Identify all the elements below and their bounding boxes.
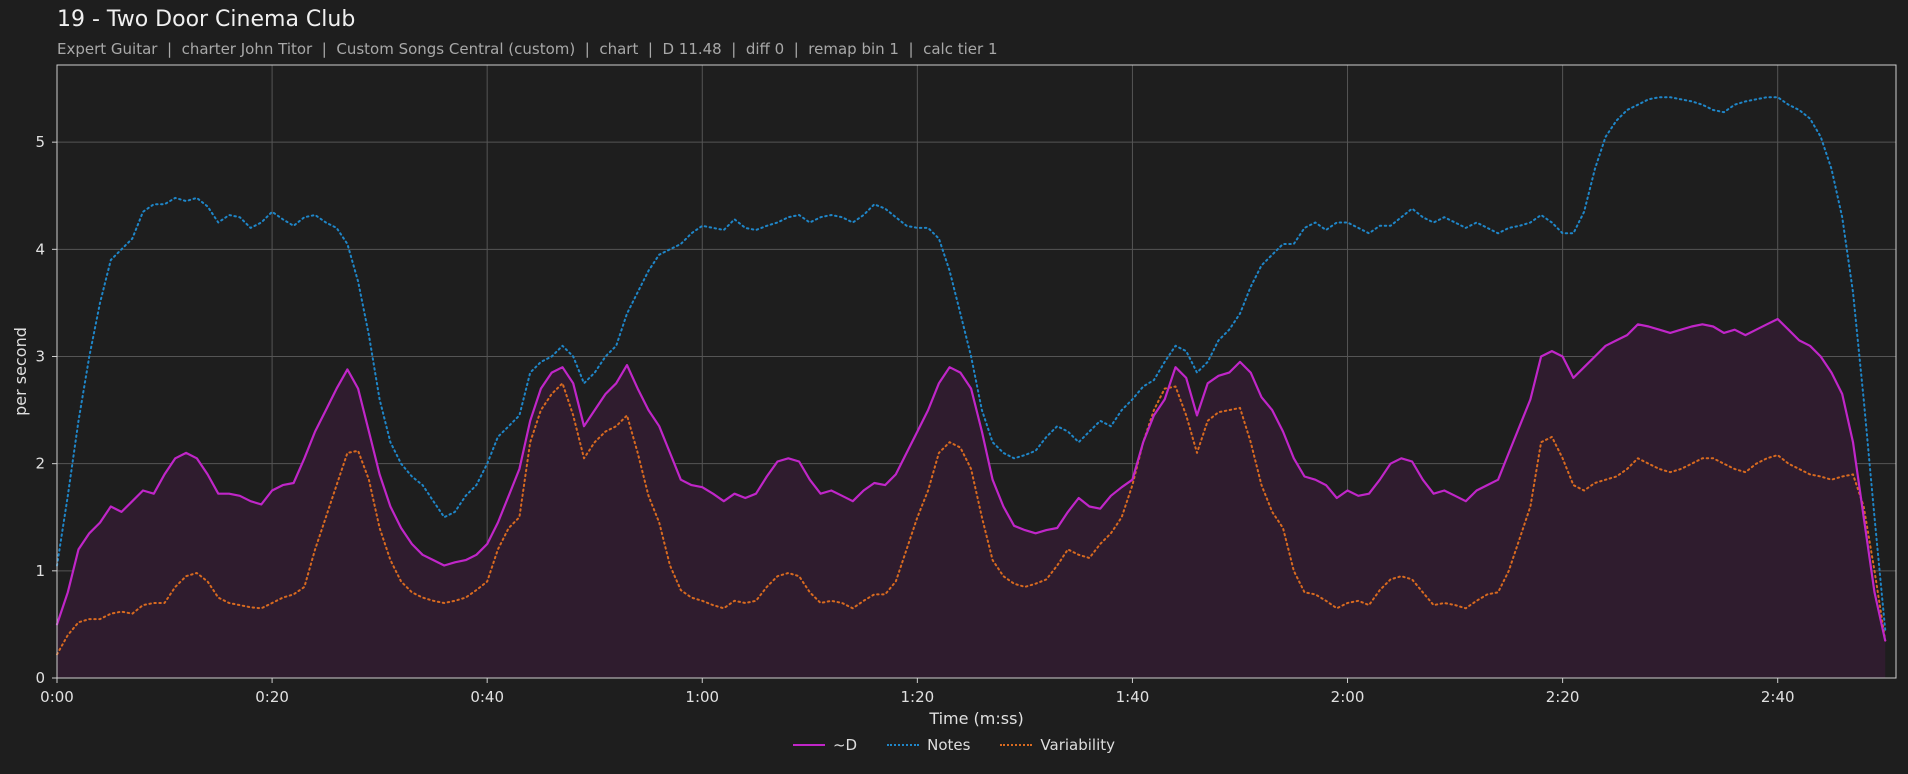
series-line-notes: [56, 96, 1887, 631]
series-layer: [55, 96, 1887, 656]
legend-item-d: ~D: [792, 736, 858, 754]
y-axis-label: per second: [11, 327, 30, 416]
plot-frame: [56, 64, 1897, 679]
legend-label-notes: Notes: [927, 736, 971, 754]
y-tick-label: 2: [35, 455, 45, 473]
fill-layer: [57, 318, 1886, 678]
x-tick-label: 1:20: [901, 688, 935, 706]
legend-item-variability: Variability: [1000, 736, 1115, 754]
x-tick-label: 1:00: [685, 688, 719, 706]
legend-swatch-variability: [1000, 744, 1033, 746]
legend-label-variability: Variability: [1040, 736, 1116, 754]
x-tick-label: 2:40: [1761, 688, 1795, 706]
y-tick-label: 5: [35, 133, 45, 151]
y-tick-label: 0: [35, 669, 45, 687]
x-tick-label: 0:00: [40, 688, 74, 706]
series-fill-d: [57, 318, 1886, 678]
x-tick-label: 2:00: [1331, 688, 1365, 706]
x-tick-label: 2:20: [1546, 688, 1580, 706]
x-tick-label: 0:20: [255, 688, 289, 706]
y-tick-label: 4: [35, 240, 45, 258]
chart-subtitle: Expert Guitar | charter John Titor | Cus…: [57, 40, 998, 58]
legend-item-notes: Notes: [887, 736, 970, 754]
legend-label-d: ~D: [832, 736, 858, 754]
y-tick-label: 3: [35, 347, 45, 365]
legend-swatch-d: [792, 744, 825, 746]
x-axis-label: Time (m:ss): [928, 709, 1023, 728]
x-tick-label: 0:40: [470, 688, 504, 706]
x-tick-label: 1:40: [1116, 688, 1150, 706]
series-line-d: [55, 317, 1887, 642]
legend-swatch-notes: [887, 744, 920, 746]
legend: ~D Notes Variability: [0, 736, 1908, 754]
ticks-layer: 0:00 0:20 0:40 1:00 1:20 1:40 2:00 2:20 2:40 0 1 2 3…: [35, 133, 1794, 706]
y-tick-label: 1: [35, 562, 45, 580]
chart-title: 19 - Two Door Cinema Club: [57, 7, 356, 32]
series-line-variability: [56, 382, 1887, 656]
